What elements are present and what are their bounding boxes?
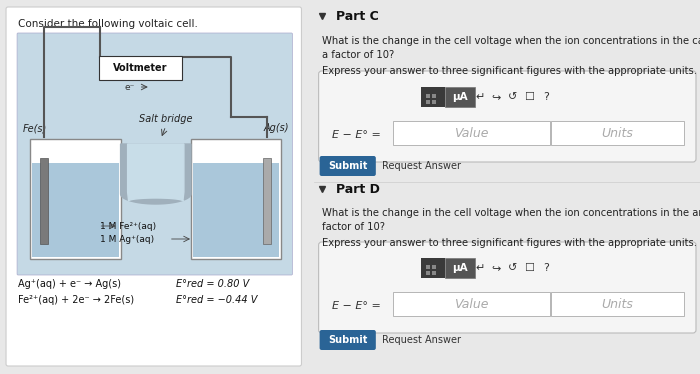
Text: Express your answer to three significant figures with the appropriate units.: Express your answer to three significant… — [321, 66, 696, 76]
Bar — [432, 94, 436, 98]
FancyBboxPatch shape — [552, 121, 684, 145]
Text: μA: μA — [452, 263, 468, 273]
FancyBboxPatch shape — [99, 56, 182, 80]
FancyBboxPatch shape — [320, 156, 376, 176]
FancyBboxPatch shape — [421, 258, 445, 278]
Bar — [426, 94, 430, 98]
Bar — [30, 139, 120, 259]
Text: ↵: ↵ — [475, 92, 485, 102]
Polygon shape — [120, 144, 191, 204]
Text: Value: Value — [454, 126, 489, 140]
Text: E − E° =: E − E° = — [332, 130, 381, 140]
Text: Units: Units — [602, 126, 634, 140]
Text: Fe(s): Fe(s) — [23, 123, 48, 133]
FancyBboxPatch shape — [318, 71, 696, 162]
Text: ↺: ↺ — [508, 263, 517, 273]
Text: Fe²⁺(aq) + 2e⁻ → 2Fe(s): Fe²⁺(aq) + 2e⁻ → 2Fe(s) — [18, 295, 134, 305]
Polygon shape — [127, 144, 184, 201]
FancyBboxPatch shape — [6, 7, 302, 366]
Text: Value: Value — [454, 297, 489, 310]
FancyBboxPatch shape — [552, 292, 684, 316]
Text: What is the change in the cell voltage when the ion concentrations in the cathod: What is the change in the cell voltage w… — [321, 36, 700, 60]
Text: Request Answer: Request Answer — [382, 161, 461, 171]
Text: ☐: ☐ — [524, 263, 534, 273]
FancyBboxPatch shape — [393, 292, 550, 316]
FancyBboxPatch shape — [17, 33, 293, 275]
Bar — [40, 157, 48, 244]
FancyBboxPatch shape — [445, 258, 475, 278]
Text: Ag⁺(aq) + e⁻ → Ag(s): Ag⁺(aq) + e⁻ → Ag(s) — [18, 279, 121, 289]
Text: E°red = 0.80 V: E°red = 0.80 V — [176, 279, 249, 289]
Text: Voltmeter: Voltmeter — [113, 63, 168, 73]
Text: E°red = −0.44 V: E°red = −0.44 V — [176, 295, 257, 305]
Text: μA: μA — [452, 92, 468, 102]
Text: Request Answer: Request Answer — [382, 335, 461, 345]
Text: ↺: ↺ — [508, 92, 517, 102]
Bar — [32, 163, 118, 257]
Bar — [432, 100, 436, 104]
Text: ↵: ↵ — [475, 263, 485, 273]
Text: Salt bridge: Salt bridge — [139, 114, 193, 124]
Text: Ag(s): Ag(s) — [264, 123, 289, 133]
Text: E − E° =: E − E° = — [332, 301, 381, 311]
Text: Express your answer to three significant figures with the appropriate units.: Express your answer to three significant… — [321, 238, 696, 248]
FancyBboxPatch shape — [318, 242, 696, 333]
Text: ↪: ↪ — [491, 92, 501, 102]
Text: Submit: Submit — [328, 335, 368, 345]
FancyBboxPatch shape — [320, 330, 376, 350]
Bar — [432, 271, 436, 275]
Bar — [193, 163, 279, 257]
Text: What is the change in the cell voltage when the ion concentrations in the anode : What is the change in the cell voltage w… — [321, 208, 700, 232]
Text: e⁻: e⁻ — [125, 83, 134, 92]
FancyBboxPatch shape — [421, 87, 445, 107]
Bar — [426, 100, 430, 104]
Text: 1 M Ag⁺(aq): 1 M Ag⁺(aq) — [101, 234, 155, 243]
Text: Units: Units — [602, 297, 634, 310]
Text: 1 M Fe²⁺(aq): 1 M Fe²⁺(aq) — [101, 221, 157, 230]
Text: ?: ? — [543, 92, 550, 102]
FancyBboxPatch shape — [393, 121, 550, 145]
FancyBboxPatch shape — [445, 87, 475, 107]
Bar — [263, 157, 272, 244]
Text: Part D: Part D — [336, 183, 379, 196]
Text: ?: ? — [543, 263, 550, 273]
Bar — [191, 139, 281, 259]
Bar — [426, 265, 430, 269]
Text: Submit: Submit — [328, 161, 368, 171]
Bar — [426, 271, 430, 275]
Text: ☐: ☐ — [524, 92, 534, 102]
Text: ↪: ↪ — [491, 263, 501, 273]
Bar — [432, 265, 436, 269]
Text: Consider the following voltaic cell.: Consider the following voltaic cell. — [18, 19, 198, 29]
Text: Part C: Part C — [336, 9, 379, 22]
